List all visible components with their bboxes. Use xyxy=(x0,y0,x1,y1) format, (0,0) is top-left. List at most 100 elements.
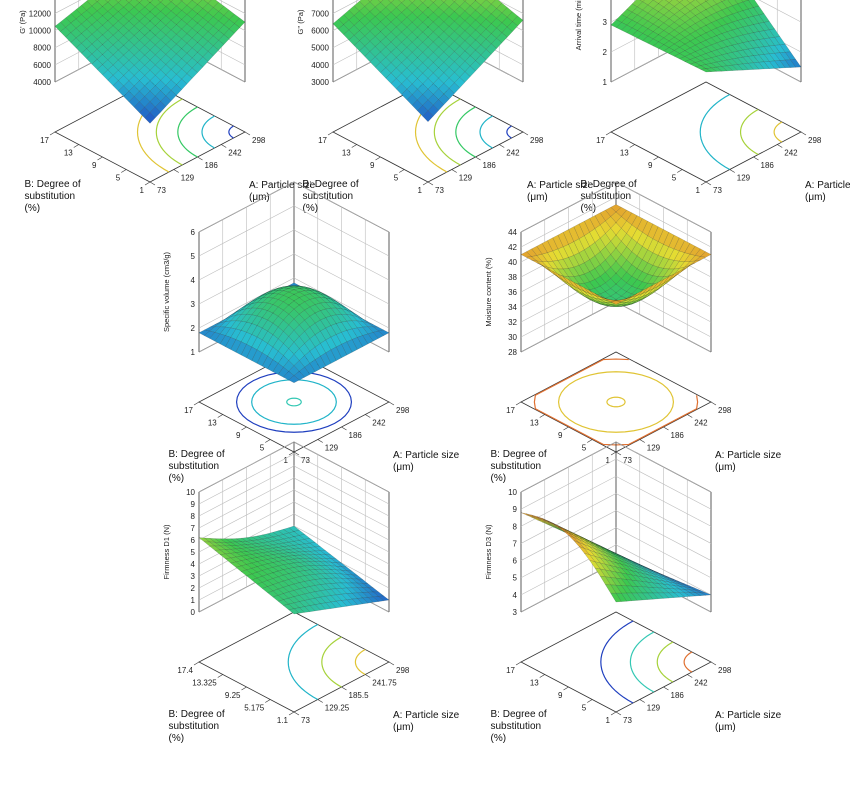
z-tick-label: 10000 xyxy=(29,27,52,36)
wall-gridline xyxy=(198,205,390,257)
y-tick-mark xyxy=(288,451,295,456)
z-tick-label: 5 xyxy=(191,252,196,261)
y-tick-label: 17.4 xyxy=(177,666,193,675)
z-tick-label: 8000 xyxy=(33,44,51,53)
z-tick-label: 9 xyxy=(513,505,518,514)
wall-gridline xyxy=(520,441,712,493)
surface-cell xyxy=(639,0,645,2)
z-tick-label: 32 xyxy=(508,318,517,327)
surface-cell xyxy=(408,0,416,3)
floor-contours xyxy=(699,93,783,171)
x-tick-label: 242 xyxy=(694,679,708,688)
x-axis-label: A: Particle size xyxy=(393,450,460,461)
z-tick-label: 28 xyxy=(508,348,517,357)
chart-firmness-d3-svg: 3 4 5 6 7 8 9 10 73 129 186 242 298 1 5 9 13 17 Firmness D… xyxy=(484,441,782,744)
y-tick-label: 5 xyxy=(260,444,265,453)
contour-line xyxy=(321,636,342,688)
x-tick-label: 73 xyxy=(301,716,310,725)
x-axis-label: A: Particle size xyxy=(527,180,594,191)
y-axis-label: substitution xyxy=(581,191,632,202)
wall-gridline xyxy=(198,229,390,281)
z-tick-label: 6 xyxy=(513,557,518,566)
wall-gridline xyxy=(198,465,390,517)
z-tick-label: 2 xyxy=(191,584,196,593)
z-tick-label: 38 xyxy=(508,273,517,282)
chart-plot: 3000400050006000700080009000100007312918… xyxy=(296,0,594,214)
chart-firmness-d3: 3 4 5 6 7 8 9 10 73 129 186 242 298 1 5 9 13 17 Firmness D… xyxy=(466,441,782,787)
contour-line xyxy=(286,397,302,407)
x-tick-label: 129 xyxy=(737,174,751,183)
x-tick-mark xyxy=(365,674,371,678)
x-tick-mark xyxy=(687,414,693,418)
x-tick-label: 242 xyxy=(372,419,386,428)
contour-line xyxy=(201,115,215,149)
y-tick-mark xyxy=(610,451,617,456)
contour-line xyxy=(656,641,674,683)
surface-cell xyxy=(610,593,622,603)
z-tick-label: 4 xyxy=(513,591,518,600)
z-tick-label: 40 xyxy=(508,258,517,267)
x-tick-label: 186 xyxy=(349,431,363,440)
contour-line xyxy=(354,648,366,676)
x-tick-label: 129 xyxy=(647,704,661,713)
x-tick-label: 298 xyxy=(808,136,822,145)
chart-plot: 1 2 3 4 5 6 73 129 186 242 298 1 5 9 13 17 Specific volu… xyxy=(162,181,460,484)
x-tick-mark xyxy=(615,711,622,716)
x-tick-mark xyxy=(365,414,371,418)
chart-g-prime-svg: 4000600080001000012000140001600018000731… xyxy=(18,0,316,214)
y-tick-label: 1 xyxy=(284,456,289,465)
x-tick-label: 129 xyxy=(181,174,195,183)
surface-cell xyxy=(700,68,712,73)
x-tick-label: 73 xyxy=(713,186,722,195)
y-axis-label: substitution xyxy=(169,461,220,472)
z-tick-label: 9 xyxy=(191,500,196,509)
x-tick-label: 129.25 xyxy=(325,704,350,713)
y-tick-label: 13 xyxy=(342,149,351,158)
x-tick-mark xyxy=(427,181,434,186)
x-tick-label: 298 xyxy=(396,666,410,675)
response-surface xyxy=(54,0,246,124)
wall-gridline xyxy=(520,458,712,510)
y-tick-label: 5 xyxy=(394,174,399,183)
response-surface xyxy=(520,512,712,603)
floor-contours xyxy=(600,620,693,704)
wall-gridline xyxy=(198,181,390,233)
surface-cell xyxy=(704,0,709,2)
surface-cell xyxy=(144,112,156,124)
y-tick-mark xyxy=(265,439,271,443)
x-tick-label: 242 xyxy=(506,149,520,158)
contour-line xyxy=(155,98,183,166)
y-tick-label: 17 xyxy=(318,136,327,145)
z-tick-label: 6 xyxy=(191,536,196,545)
wall-gridline xyxy=(198,477,390,529)
y-tick-label: 9 xyxy=(370,161,375,170)
y-tick-label: 13 xyxy=(208,419,217,428)
x-tick-label: 186 xyxy=(671,691,685,700)
y-tick-label: 13.325 xyxy=(192,679,217,688)
y-tick-label: 9 xyxy=(558,691,563,700)
y-tick-label: 5 xyxy=(582,444,587,453)
x-tick-label: 298 xyxy=(530,136,544,145)
y-tick-mark xyxy=(605,131,612,136)
y-tick-label: 17 xyxy=(506,406,515,415)
y-tick-mark xyxy=(375,156,381,161)
y-tick-mark xyxy=(399,169,405,173)
x-tick-mark xyxy=(710,401,717,406)
response-surface xyxy=(198,282,390,383)
contour-line xyxy=(557,371,675,433)
wall-gridline xyxy=(198,453,390,505)
x-axis-label: A: Particle size xyxy=(715,710,782,721)
z-tick-label: 30 xyxy=(508,333,517,342)
y-tick-label: 5 xyxy=(582,704,587,713)
surface-cell xyxy=(136,0,143,3)
z-tick-label: 4000 xyxy=(311,61,329,70)
z-tick-label: 3000 xyxy=(311,78,329,87)
x-tick-mark xyxy=(705,181,712,186)
x-tick-mark xyxy=(293,711,300,716)
x-tick-label: 73 xyxy=(157,186,166,195)
y-tick-mark xyxy=(539,674,545,678)
x-axis-label: (μm) xyxy=(715,462,736,473)
chart-g-double-prime: 3000400050006000700080009000100007312918… xyxy=(278,0,594,262)
y-axis-label: B: Degree of xyxy=(25,179,81,190)
wall-gridline xyxy=(222,219,366,340)
